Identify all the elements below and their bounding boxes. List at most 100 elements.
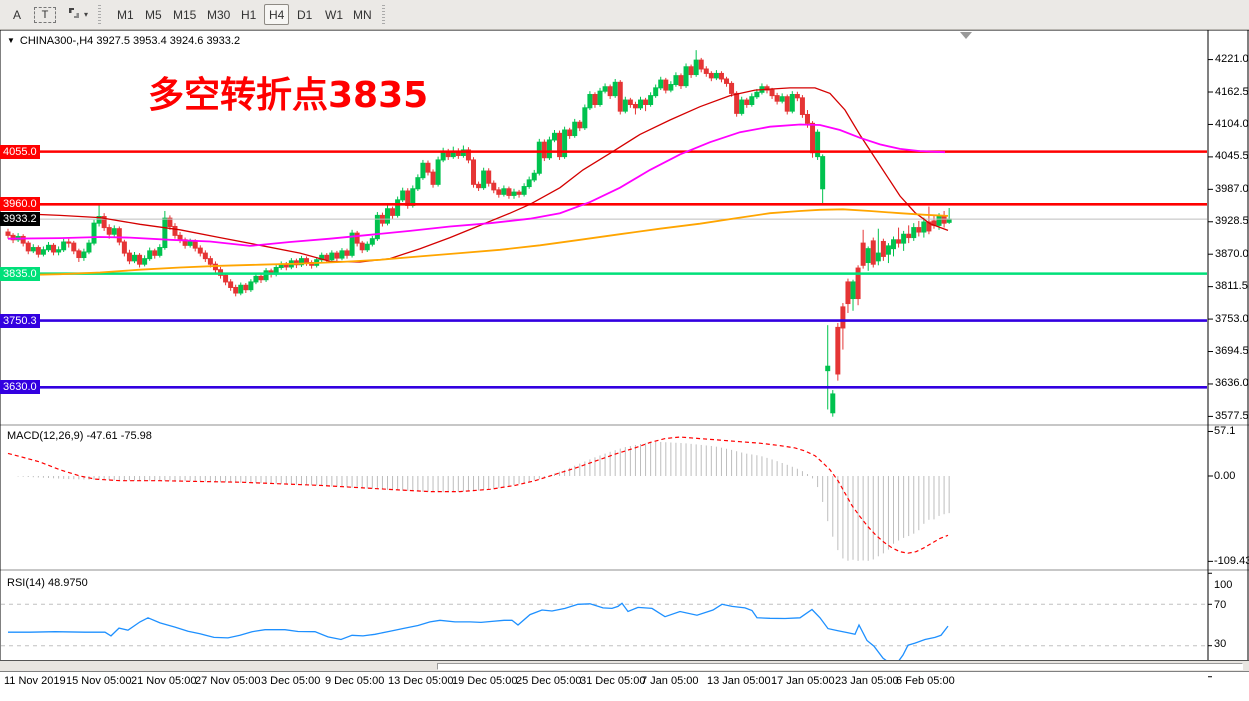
candle-body (420, 162, 426, 179)
time-axis-label: 3 Dec 05:00 (261, 675, 321, 687)
candle-body (921, 221, 927, 233)
current-price-badge[interactable]: 3933.2 (0, 212, 40, 227)
candle-body (101, 215, 107, 229)
candle-body (718, 72, 724, 80)
candle-body (425, 162, 431, 173)
chart-dropdown-icon[interactable]: ▼ (7, 36, 15, 45)
candle-body (769, 89, 775, 97)
candle-body (688, 66, 694, 76)
macd-axis-label: 0.00 (1214, 470, 1236, 482)
time-axis-label: 9 Dec 05:00 (325, 675, 385, 687)
candle-body (724, 78, 730, 84)
timeframe-mn[interactable]: MN (353, 7, 372, 22)
candle-body (941, 215, 947, 224)
candle-body (607, 86, 613, 97)
chart-canvas[interactable] (0, 30, 1249, 690)
candle-body (329, 252, 335, 261)
candle-body (167, 217, 173, 227)
ma-mid-magenta (7, 123, 946, 247)
candle-body (51, 244, 57, 253)
candle-body (324, 254, 330, 261)
toolbar: A T ▾ M1 M5 M15 M30 H1 H4 D1 W1 MN (0, 0, 1249, 30)
timeframe-d1[interactable]: D1 (297, 7, 313, 22)
candle-body (870, 240, 876, 265)
candle-body (471, 159, 477, 185)
candle-body (395, 199, 401, 216)
time-axis-label: 27 Nov 05:00 (195, 675, 261, 687)
candle-body (541, 141, 547, 159)
ma-fast-red (7, 87, 949, 263)
candle-body (137, 254, 143, 265)
candle-body (506, 188, 512, 196)
candle-body (749, 96, 755, 105)
candle-body (825, 365, 831, 372)
candle-body (187, 240, 193, 246)
candle-body (142, 258, 148, 265)
candle-body (729, 82, 735, 94)
candle-body (20, 235, 26, 244)
price-axis-label: 3577.5 (1215, 409, 1249, 422)
candle-body (885, 245, 891, 255)
candle-body (258, 275, 264, 281)
candle-body (643, 99, 649, 105)
timeframe-h1[interactable]: H1 (241, 7, 257, 22)
candle-body (238, 284, 244, 294)
candle-body (354, 232, 360, 244)
timeframe-w1[interactable]: W1 (325, 7, 343, 22)
candle-body (212, 263, 218, 271)
candle-body (602, 86, 608, 92)
candle-body (587, 94, 593, 109)
price-badge-3960.0[interactable]: 3960.0 (0, 197, 40, 212)
timeframe-m5[interactable]: M5 (145, 7, 162, 22)
candle-body (243, 284, 249, 291)
arrows-tool-button[interactable]: ▾ (62, 4, 93, 25)
candle-body (658, 79, 664, 89)
candle-body (830, 393, 836, 414)
price-badge-3750.3[interactable]: 3750.3 (0, 313, 40, 328)
candle-body (374, 214, 380, 240)
candle-body (531, 172, 537, 181)
toolbar-grip[interactable] (98, 5, 101, 24)
candle-body (45, 244, 51, 251)
candle-body (390, 208, 396, 216)
candle-body (526, 179, 532, 188)
chart-shift-marker[interactable] (960, 32, 972, 39)
candle-body (61, 241, 67, 251)
ma-slow-orange (7, 208, 949, 277)
price-badge-3835.0[interactable]: 3835.0 (0, 266, 40, 281)
macd-axis-label: -109.43 (1214, 555, 1249, 568)
annotate-a-button[interactable]: A (12, 7, 21, 22)
price-axis-label: 3870.0 (1215, 247, 1249, 260)
candle-body (562, 129, 568, 158)
price-badge-4055.0[interactable]: 4055.0 (0, 144, 40, 159)
candle-body (754, 91, 760, 98)
price-badge-3630.0[interactable]: 3630.0 (0, 380, 40, 395)
candle-body (698, 59, 704, 70)
candle-body (430, 171, 436, 185)
timeframe-h4[interactable]: H4 (264, 4, 290, 25)
time-axis-label: 15 Nov 05:00 (66, 675, 132, 687)
candle-body (253, 275, 259, 283)
candle-body (804, 113, 810, 124)
candle-body (304, 258, 310, 264)
candle-body (632, 103, 638, 109)
candle-body (440, 151, 446, 161)
candle-body (400, 190, 406, 201)
candle-body (708, 72, 714, 79)
chart-window[interactable]: ▼ CHINA300-,H4 3927.5 3953.4 3924.6 3933.… (0, 30, 1249, 690)
timeframe-m30[interactable]: M30 (207, 7, 231, 22)
candle-body (71, 242, 77, 252)
candle-body (673, 75, 679, 86)
candle-body (126, 252, 132, 262)
price-axis-label: 4221.0 (1215, 53, 1249, 66)
candle-body (410, 188, 416, 206)
timeframe-m1[interactable]: M1 (117, 7, 134, 22)
status-bar (0, 660, 1249, 671)
candle-body (648, 95, 654, 105)
candle-body (476, 183, 482, 189)
candle-body (192, 240, 198, 249)
text-tool-button[interactable]: T (34, 7, 56, 23)
candle-body (516, 191, 522, 195)
timeframe-m15[interactable]: M15 (173, 7, 197, 22)
price-axis-label: 4162.5 (1215, 85, 1249, 98)
